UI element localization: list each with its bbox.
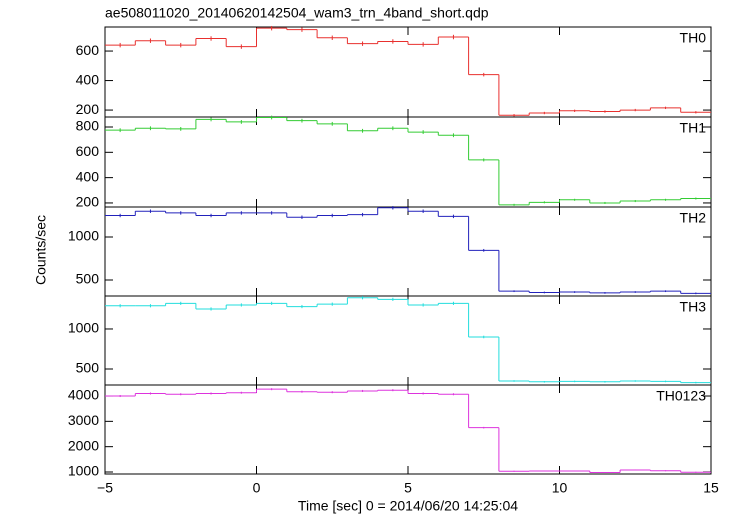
panel-label: TH0123 [656, 388, 706, 404]
panel-frame [104, 384, 712, 475]
y-tick-label: 800 [76, 118, 100, 134]
y-tick-label: 1000 [68, 228, 99, 244]
y-tick-label: 3000 [68, 412, 99, 428]
y-axis-label: Counts/sec [33, 215, 49, 285]
chart-title: ae508011020_20140620142504_wam3_trn_4ban… [105, 5, 489, 21]
y-tick-label: 1000 [68, 463, 99, 479]
y-tick-label: 1000 [68, 320, 99, 336]
panel-label: TH2 [680, 210, 707, 226]
x-tick-label: 0 [253, 480, 261, 496]
y-tick-label: 2000 [68, 437, 99, 453]
y-tick-label: 500 [76, 360, 100, 376]
y-tick-label: 600 [76, 143, 100, 159]
x-tick-label: 5 [404, 480, 412, 496]
panel-label: TH0 [680, 30, 707, 46]
y-tick-label: 400 [76, 168, 100, 184]
x-tick-label: 15 [703, 480, 719, 496]
y-tick-label: 200 [76, 194, 100, 210]
y-tick-label: 200 [76, 101, 100, 117]
x-axis-label: Time [sec] 0 = 2014/06/20 14:25:04 [298, 498, 518, 514]
panel-frame [104, 206, 712, 297]
y-tick-label: 500 [76, 271, 100, 287]
y-tick-label: 4000 [68, 387, 99, 403]
y-tick-label: 600 [76, 42, 100, 58]
x-tick-label: 10 [552, 480, 568, 496]
panel-label: TH3 [680, 299, 707, 315]
y-tick-label: 400 [76, 71, 100, 87]
panel-label: TH1 [680, 120, 707, 136]
x-tick-label: −5 [97, 480, 113, 496]
